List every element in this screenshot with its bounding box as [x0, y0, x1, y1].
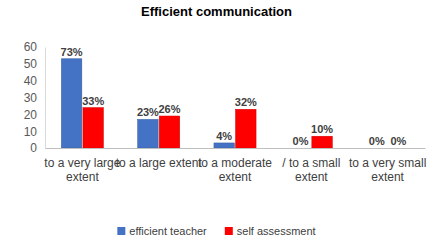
y-tick: 40: [24, 74, 45, 88]
y-tick-label: 10: [24, 125, 38, 139]
y-tick-label: 40: [24, 74, 38, 88]
data-label: 0%: [369, 135, 385, 147]
data-label: 73%: [61, 46, 83, 58]
y-axis: 0 10 20 30 40 50 60: [24, 40, 46, 155]
x-tick: to a very largeextent: [44, 148, 120, 184]
series-bars: [83, 108, 332, 148]
x-tick-label-line: to a very large: [44, 156, 120, 170]
bar: [312, 136, 333, 148]
series-bars: [61, 59, 234, 148]
legend-swatch: [225, 227, 233, 235]
bar: [61, 59, 82, 148]
x-tick-label-line: to a large extent: [116, 156, 203, 170]
x-tick-label: to a very largeextent: [44, 156, 120, 184]
plot: 0102030405060to a very largeextentto a l…: [24, 40, 427, 184]
legend-item: efficient teacher: [117, 225, 207, 237]
x-tick-label: / to a smallextent: [282, 156, 340, 184]
data-label: 33%: [82, 95, 104, 107]
legend: efficient teacher self assessment: [117, 225, 315, 237]
x-tick-label-line: extent: [295, 170, 328, 184]
data-label: 4%: [216, 130, 232, 142]
y-tick: 30: [24, 91, 45, 105]
legend-item: self assessment: [225, 225, 316, 237]
x-tick-label: to a large extent: [116, 156, 203, 170]
bar: [388, 148, 409, 149]
data-label: 0%: [390, 135, 406, 147]
y-tick-label: 20: [24, 108, 38, 122]
x-axis: to a very largeextentto a large extentto…: [44, 148, 426, 184]
bar: [138, 119, 159, 148]
x-tick: to a very smallextent: [349, 148, 426, 184]
x-tick-label-line: to a very small: [349, 156, 426, 170]
y-axis-line: [45, 48, 46, 149]
y-tick: 50: [24, 57, 45, 71]
y-tick: 60: [24, 40, 45, 54]
x-tick: to a moderateextent: [198, 148, 272, 184]
bar: [290, 148, 311, 149]
legend-swatch: [117, 227, 125, 235]
legend-label: efficient teacher: [129, 225, 207, 237]
data-label: 26%: [158, 103, 180, 115]
y-tick: 20: [24, 108, 45, 122]
y-tick-label: 30: [24, 91, 38, 105]
x-tick: to a large extent: [116, 148, 203, 170]
data-label: 32%: [235, 96, 257, 108]
bars: [61, 59, 332, 148]
x-tick-label: to a very smallextent: [349, 156, 426, 184]
x-tick-label-line: extent: [66, 170, 99, 184]
data-label: 0%: [293, 135, 309, 147]
bar: [159, 116, 180, 148]
legend-label: self assessment: [237, 225, 316, 237]
y-tick-label: 60: [24, 40, 38, 54]
y-tick-label: 0: [30, 141, 37, 155]
x-tick-label-line: to a moderate: [198, 156, 272, 170]
x-tick-label: to a moderateextent: [198, 156, 272, 184]
bar: [367, 148, 388, 149]
x-tick-label-line: extent: [371, 170, 404, 184]
bar: [83, 108, 104, 148]
chart-title: Efficient communication: [141, 4, 292, 19]
data-labels: 73%23%4%0%0%33%26%32%10%0%: [61, 46, 407, 147]
y-tick: 10: [24, 125, 45, 139]
x-tick-label-line: extent: [219, 170, 252, 184]
bar: [236, 109, 257, 148]
data-label: 23%: [137, 106, 159, 118]
data-label: 10%: [311, 123, 333, 135]
x-axis-line: [46, 148, 426, 149]
x-tick-label-line: / to a small: [282, 156, 340, 170]
y-tick-label: 50: [24, 57, 38, 71]
bar: [214, 143, 235, 148]
y-tick: 0: [30, 141, 45, 155]
x-tick: / to a smallextent: [282, 148, 340, 184]
